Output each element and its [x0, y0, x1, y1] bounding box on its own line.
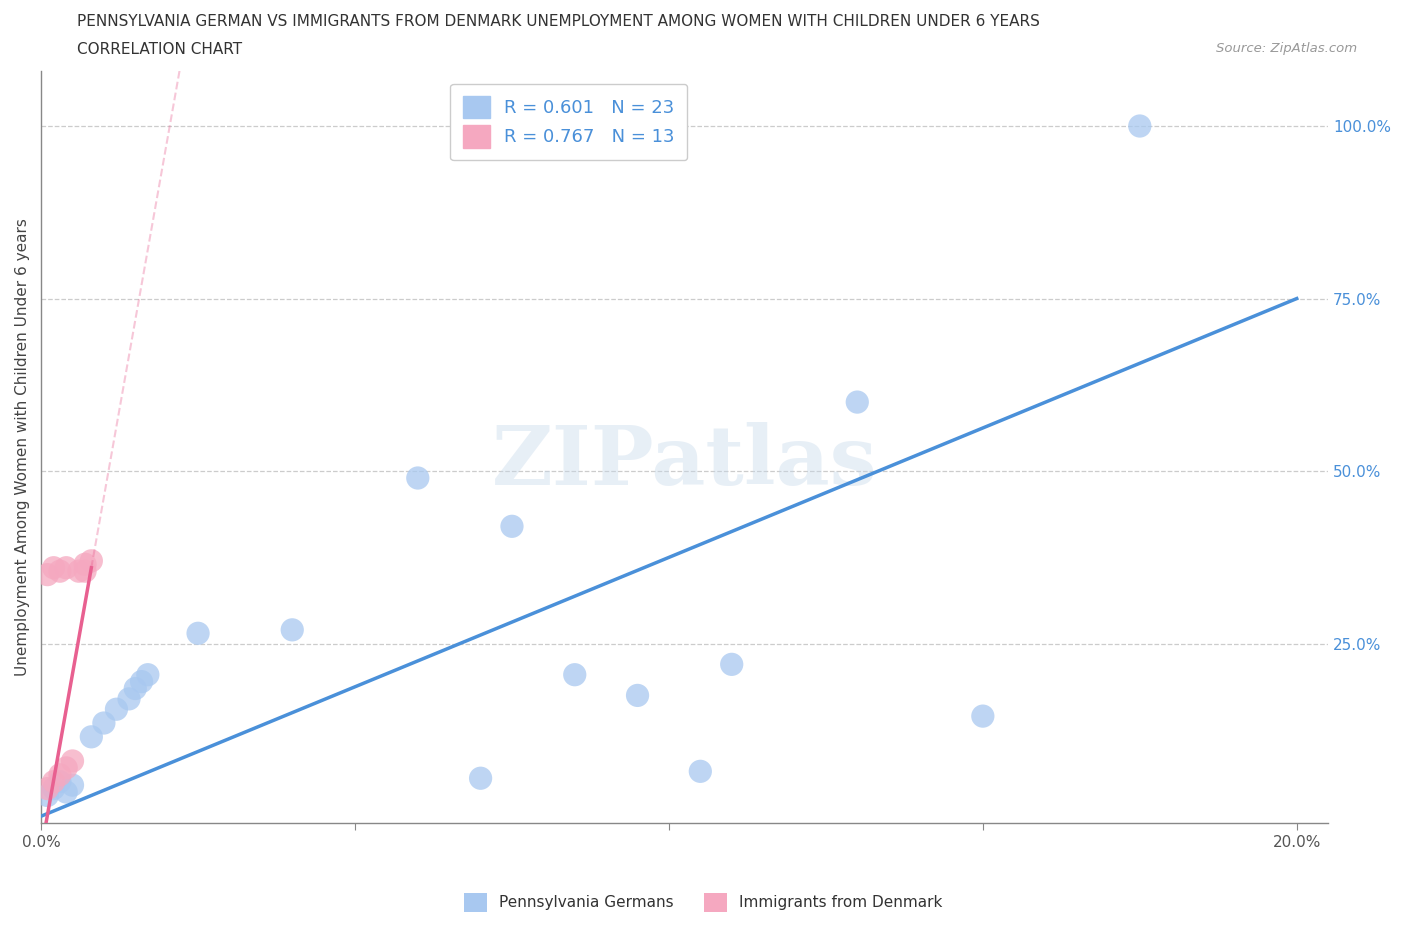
Legend: Pennsylvania Germans, Immigrants from Denmark: Pennsylvania Germans, Immigrants from De… [457, 887, 949, 918]
Point [131, 674, 153, 689]
Point [62, 753, 84, 768]
Point [626, 688, 648, 703]
Point [972, 709, 994, 724]
Point [281, 622, 304, 637]
Point [42, 560, 65, 575]
Legend: R = 0.601   N = 23, R = 0.767   N = 13: R = 0.601 N = 23, R = 0.767 N = 13 [450, 84, 688, 160]
Point [406, 471, 429, 485]
Point [1129, 118, 1152, 133]
Point [55, 560, 77, 575]
Y-axis label: Unemployment Among Women with Children Under 6 years: Unemployment Among Women with Children U… [15, 218, 30, 676]
Point [37, 781, 59, 796]
Point [49, 564, 72, 578]
Point [93, 715, 115, 730]
Point [42, 775, 65, 790]
Point [73, 564, 96, 578]
Point [62, 777, 84, 792]
Point [720, 657, 742, 671]
Text: PENNSYLVANIA GERMAN VS IMMIGRANTS FROM DENMARK UNEMPLOYMENT AMONG WOMEN WITH CHI: PENNSYLVANIA GERMAN VS IMMIGRANTS FROM D… [77, 14, 1040, 29]
Text: Source: ZipAtlas.com: Source: ZipAtlas.com [1216, 42, 1357, 55]
Point [49, 775, 72, 790]
Point [501, 519, 523, 534]
Point [80, 729, 103, 744]
Point [55, 761, 77, 776]
Point [136, 667, 159, 682]
Text: ZIPatlas: ZIPatlas [492, 422, 877, 502]
Point [118, 691, 141, 706]
Text: CORRELATION CHART: CORRELATION CHART [77, 42, 242, 57]
Point [187, 626, 209, 641]
Point [470, 771, 492, 786]
Point [37, 567, 59, 582]
Point [80, 553, 103, 568]
Point [564, 667, 586, 682]
Point [67, 564, 90, 578]
Point [42, 781, 65, 796]
Point [689, 764, 711, 778]
Point [105, 702, 128, 717]
Point [37, 788, 59, 803]
Point [55, 785, 77, 800]
Point [124, 681, 146, 696]
Point [846, 394, 869, 409]
Point [73, 557, 96, 572]
Point [49, 767, 72, 782]
